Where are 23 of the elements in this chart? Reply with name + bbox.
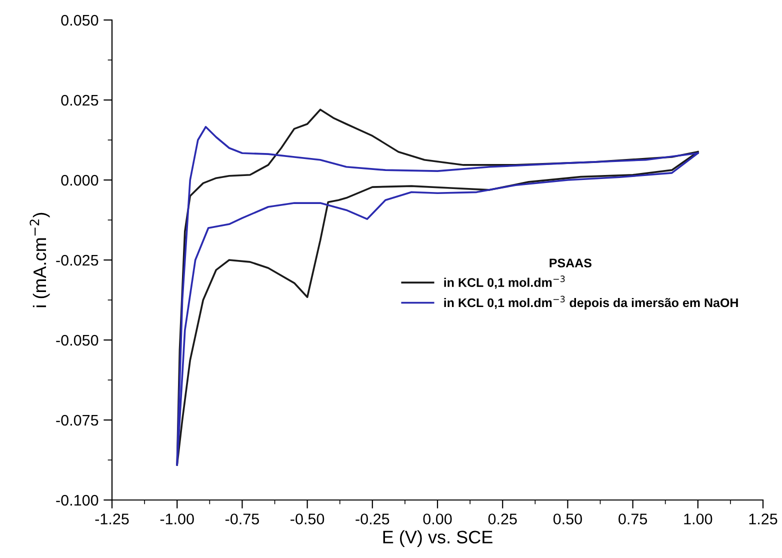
x-axis-title: E (V) vs. SCE [383, 530, 492, 548]
y-axis-title: i (mA.cm$^{−2}$) [30, 212, 50, 308]
y-tick-label: -0.075 [56, 414, 98, 426]
y-tick-label: 0.000 [61, 174, 98, 186]
legend-label: in KCL 0,1 mol.dm$^{−3}$ [444, 276, 565, 289]
x-tick-label: 0.00 [423, 514, 452, 524]
y-tick-label: -0.025 [56, 254, 98, 266]
x-tick-label: 0.75 [618, 514, 648, 524]
legend-title: PSAAS [550, 258, 592, 268]
y-tick-label: 0.025 [61, 94, 98, 106]
x-tick-label: -1.00 [160, 514, 194, 524]
x-tick-label: -0.75 [225, 514, 259, 524]
legend-label: in KCL 0,1 mol.dm$^{−3}$ depois da imersão em NaOH [444, 296, 738, 310]
y-tick-label: 0.050 [61, 14, 98, 26]
x-tick-label: -0.50 [290, 514, 324, 524]
y-tick-label: -0.100 [56, 494, 98, 506]
x-tick-label: 1.00 [684, 514, 712, 524]
x-tick-label: 1.25 [749, 514, 778, 524]
x-tick-label: -0.25 [356, 514, 390, 524]
x-tick-label: 0.50 [553, 514, 582, 524]
y-tick-label: -0.050 [56, 334, 98, 346]
x-tick-label: -1.25 [95, 514, 129, 524]
x-tick-label: 0.25 [488, 514, 517, 524]
